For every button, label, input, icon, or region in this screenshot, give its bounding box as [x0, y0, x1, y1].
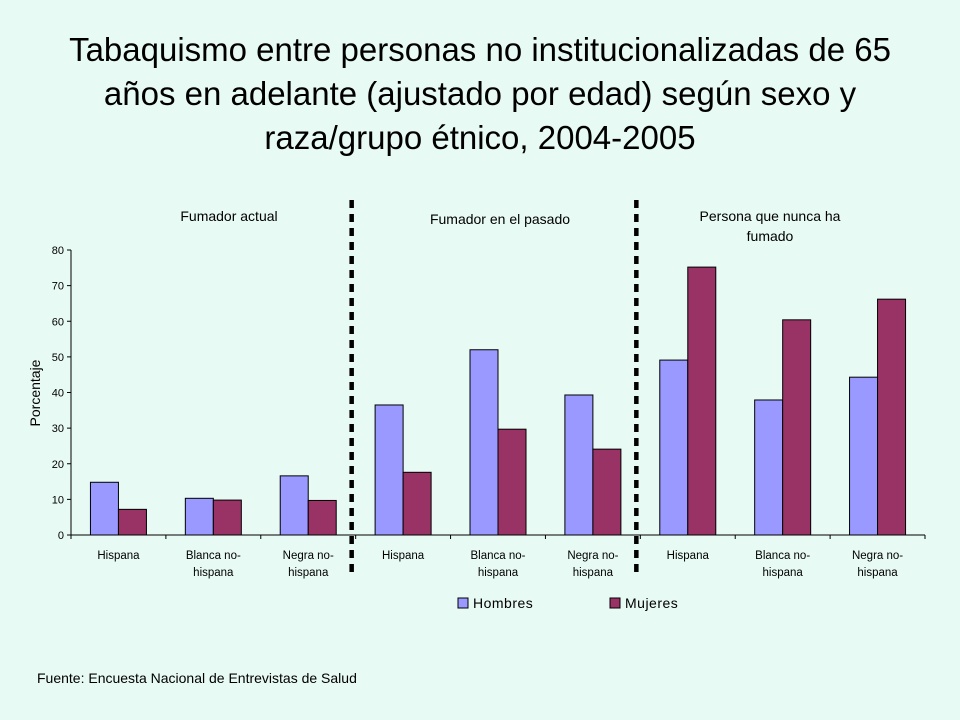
bar-hombres [564, 394, 594, 536]
y-tick-label: 30 [52, 423, 64, 435]
y-tick-label: 80 [52, 245, 64, 257]
x-tick-label: hispana [193, 567, 234, 579]
source-note: Fuente: Encuesta Nacional de Entrevistas… [37, 670, 357, 686]
y-tick-label: 50 [52, 352, 64, 364]
bar-hombres [469, 349, 499, 536]
bar-mujeres [117, 508, 147, 536]
x-tick-label: Negra no- [283, 550, 334, 562]
bar-hombres [374, 404, 404, 536]
bar-hombres [184, 497, 214, 536]
legend-swatch-mujeres [609, 597, 621, 609]
bar-mujeres [402, 471, 432, 536]
x-tick-label: Negra no- [852, 550, 903, 562]
group-label: Fumador en el pasado [430, 211, 570, 227]
legend-label-hombres: Hombres [473, 595, 533, 611]
x-tick-label: hispana [857, 567, 898, 579]
y-tick-label: 20 [52, 459, 64, 471]
bar-mujeres [497, 428, 527, 536]
y-axis-label: Porcentaje [27, 359, 43, 426]
bar-hombres [849, 376, 879, 536]
x-tick-label: hispana [763, 567, 804, 579]
y-tick-label: 70 [52, 281, 64, 293]
group-label: Fumador actual [180, 208, 277, 224]
x-tick-label: Hispana [382, 550, 425, 562]
bar-hombres [754, 399, 784, 536]
x-tick-label: hispana [478, 567, 519, 579]
x-tick-label: Blanca no- [755, 550, 810, 562]
bar-hombres [89, 481, 119, 536]
x-tick-label: Hispana [667, 550, 710, 562]
bar-mujeres [877, 298, 907, 536]
chart-title: Tabaquismo entre personas no institucion… [69, 31, 891, 156]
y-tick-label: 0 [58, 530, 64, 542]
x-tick-label: Blanca no- [471, 550, 526, 562]
bar-mujeres [782, 319, 812, 536]
x-tick-label: hispana [573, 567, 614, 579]
bar-mujeres [687, 266, 717, 536]
x-tick-label: Negra no- [567, 550, 618, 562]
x-tick-label: hispana [288, 567, 329, 579]
bar-mujeres [592, 448, 622, 536]
x-tick-label: Hispana [97, 550, 140, 562]
x-tick-label: Blanca no- [186, 550, 241, 562]
y-tick-label: 40 [52, 388, 64, 400]
y-tick-label: 60 [52, 316, 64, 328]
bar-hombres [659, 359, 689, 536]
bar-hombres [279, 475, 309, 536]
legend-swatch-hombres [457, 597, 469, 609]
labels-layer: 0 10 20 30 40 50 60 70 80 Porcentaje Hispana Blanca… [27, 208, 903, 611]
bars-layer [89, 266, 907, 536]
bar-mujeres [307, 499, 337, 536]
y-tick-label: 10 [52, 494, 64, 506]
group-label: Persona que nunca ha fumado [700, 208, 841, 244]
legend-label-mujeres: Mujeres [625, 595, 678, 611]
bar-mujeres [212, 499, 242, 536]
